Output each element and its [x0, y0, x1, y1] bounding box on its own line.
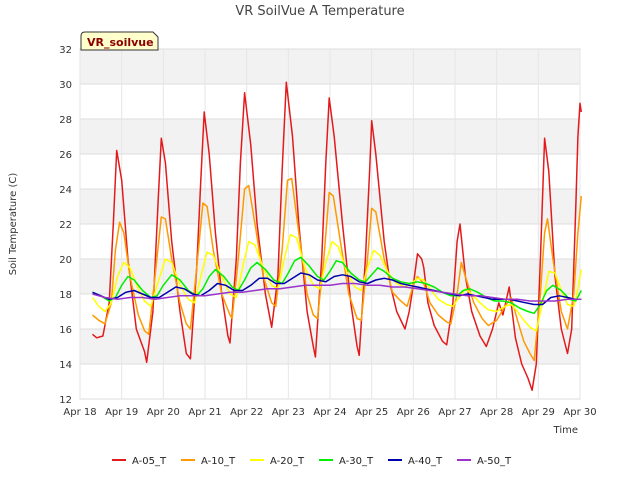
y-tick-label: 12: [59, 395, 72, 406]
x-tick-label: Apr 20: [147, 407, 180, 418]
series-line-a-20-t: [91, 233, 583, 332]
y-tick-label: 18: [59, 290, 72, 301]
legend-label: A-30_T: [339, 456, 374, 467]
x-tick-label: Apr 23: [272, 407, 305, 418]
series-line-a-05-t: [92, 81, 583, 392]
y-tick-label: 26: [59, 150, 72, 161]
x-axis-title: Time: [553, 425, 578, 436]
y-tick-label: 24: [59, 185, 72, 196]
series-line-a-50-t: [92, 282, 582, 302]
station-label-shape: [80, 31, 159, 51]
x-tick-label: Apr 26: [397, 407, 430, 418]
y-tick-label: 22: [59, 220, 72, 231]
station-label-box: VR_soilvue: [80, 31, 159, 51]
y-axis: 12 14 16 18 20 22 24 26 28 30 32: [59, 45, 72, 406]
legend-label: A-05_T: [132, 456, 167, 467]
x-tick-label: Apr 21: [188, 407, 221, 418]
y-tick-label: 32: [59, 45, 72, 56]
y-tick-label: 28: [59, 115, 72, 126]
grid-lines: [79, 48, 581, 400]
legend-label: A-40_T: [408, 456, 443, 467]
series-line-a-30-t: [92, 256, 582, 315]
x-tick-label: Apr 24: [313, 407, 346, 418]
y-tick-label: 30: [59, 80, 72, 91]
chart-title: VR SoilVue A Temperature: [235, 4, 404, 19]
x-axis: Apr 18 Apr 19 Apr 20 Apr 21 Apr 22 Apr 23 Apr …: [63, 407, 596, 418]
x-tick-label: Apr 18: [63, 407, 96, 418]
legend-label: A-50_T: [477, 456, 512, 467]
legend-label: A-10_T: [201, 456, 236, 467]
x-tick-label: Apr 27: [438, 407, 471, 418]
y-tick-label: 20: [59, 255, 72, 266]
x-tick-label: Apr 25: [355, 407, 388, 418]
x-tick-label: Apr 19: [105, 407, 138, 418]
series-group: [91, 81, 583, 392]
x-tick-label: Apr 22: [230, 407, 263, 418]
y-axis-title: Soil Temperature (C): [8, 173, 19, 276]
x-tick-label: Apr 29: [522, 407, 555, 418]
x-tick-label: Apr 28: [480, 407, 513, 418]
legend-label: A-20_T: [270, 456, 305, 467]
plot-area: [79, 48, 583, 400]
x-tick-label: Apr 30: [563, 407, 596, 418]
y-tick-label: 14: [59, 360, 72, 371]
station-label: VR_soilvue: [87, 36, 154, 49]
legend: A-05_T A-10_T A-20_T A-30_T A-40_T A-50_T: [112, 456, 512, 467]
y-tick-label: 16: [59, 325, 72, 336]
